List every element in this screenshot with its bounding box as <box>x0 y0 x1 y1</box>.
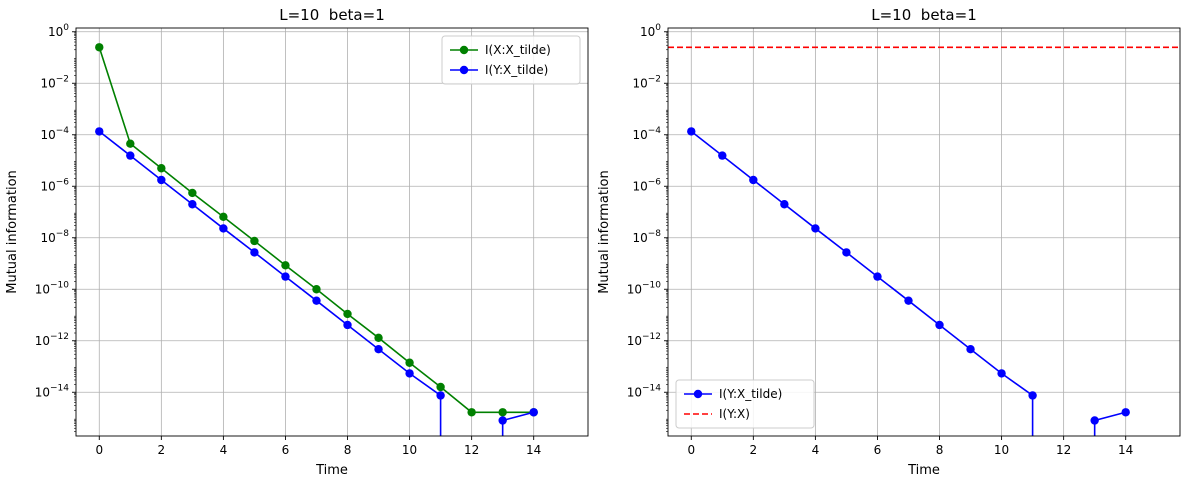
legend: I(Y:X_tilde) I(Y:X) <box>675 379 815 429</box>
data-point <box>436 382 445 392</box>
data-point <box>1121 408 1130 417</box>
x-tick-label: 10 <box>994 443 1009 457</box>
y-tick-label: 10−10 <box>35 280 70 296</box>
data-point <box>157 175 166 185</box>
grid-lines <box>76 28 588 436</box>
x-tick-label: 6 <box>874 443 882 457</box>
chart-title: L=10 beta=1 <box>871 6 976 24</box>
x-tick-label: 12 <box>1056 443 1071 457</box>
legend: I(X:X_tilde) I(Y:X_tilde) <box>441 35 581 85</box>
data-point <box>749 175 758 185</box>
data-point <box>405 358 414 367</box>
data-point <box>343 320 352 330</box>
plot-area <box>668 46 1180 436</box>
data-point <box>281 272 290 281</box>
x-tick-label: 8 <box>344 443 352 457</box>
plot-area <box>95 43 538 436</box>
data-point <box>374 344 383 354</box>
y-tick-label: 10−6 <box>40 177 69 193</box>
data-point <box>188 200 197 209</box>
data-point <box>374 333 383 343</box>
legend-marker <box>693 389 703 399</box>
x-tick-label: 2 <box>750 443 758 457</box>
legend-box <box>675 379 815 429</box>
x-tick-label: 14 <box>1118 443 1133 457</box>
legend-label: I(Y:X_tilde) <box>719 387 782 401</box>
data-point <box>95 43 104 52</box>
data-point <box>436 391 445 400</box>
x-tick-label: 4 <box>220 443 228 457</box>
x-tick-label: 2 <box>158 443 166 457</box>
x-tick-label: 12 <box>464 443 479 457</box>
legend-box <box>441 35 581 85</box>
legend-label: I(Y:X_tilde) <box>485 63 548 77</box>
y-tick-label: 100 <box>640 23 661 39</box>
y-tick-label: 10−14 <box>35 383 70 399</box>
y-tick-label: 10−8 <box>632 229 661 245</box>
data-point <box>250 236 259 246</box>
data-point <box>873 272 882 281</box>
y-tick-label: 10−4 <box>632 126 661 142</box>
legend-marker <box>459 65 469 75</box>
x-tick-label: 4 <box>812 443 820 457</box>
x-tick-label: 0 <box>95 443 103 457</box>
x-tick-label: 0 <box>687 443 695 457</box>
legend-label: I(X:X_tilde) <box>485 43 551 57</box>
y-tick-label: 10−6 <box>632 177 661 193</box>
data-point <box>281 261 290 270</box>
y-tick-label: 100 <box>48 23 69 39</box>
data-point <box>498 408 507 417</box>
data-point <box>312 285 321 294</box>
y-tick-label: 10−2 <box>40 74 69 90</box>
legend-marker <box>459 45 469 55</box>
y-tick-label: 10−12 <box>35 332 69 348</box>
chart-title: L=10 beta=1 <box>279 6 384 24</box>
y-tick-label: 10−4 <box>40 126 69 142</box>
data-point <box>343 309 352 319</box>
y-tick-label: 10−10 <box>627 280 662 296</box>
y-tick-label: 10−2 <box>632 74 661 90</box>
data-point <box>498 416 507 425</box>
x-tick-label: 10 <box>402 443 417 457</box>
data-point <box>935 320 944 330</box>
data-point <box>250 248 259 257</box>
data-point <box>904 296 913 305</box>
legend-label: I(Y:X) <box>719 407 750 421</box>
data-point <box>529 408 538 417</box>
y-tick-label: 10−12 <box>627 332 661 348</box>
data-point <box>467 408 476 417</box>
data-point <box>780 200 789 209</box>
data-point <box>157 164 166 173</box>
data-point <box>1090 416 1099 425</box>
data-point <box>219 212 228 222</box>
data-point <box>219 224 228 233</box>
x-axis-label: Time <box>907 463 940 478</box>
y-axis-label: Mutual information <box>597 170 612 294</box>
x-axis-label: Time <box>315 463 348 478</box>
y-axis-label: Mutual information <box>5 170 20 294</box>
data-point <box>126 139 135 148</box>
x-tick-label: 6 <box>282 443 290 457</box>
data-point <box>687 127 696 136</box>
data-point <box>312 296 321 305</box>
axes-frame <box>667 27 1181 437</box>
data-point <box>1028 391 1037 400</box>
data-point <box>997 369 1006 378</box>
axes-frame <box>75 27 589 437</box>
y-tick-label: 10−8 <box>40 229 69 245</box>
data-point <box>842 248 851 257</box>
data-point <box>811 224 820 233</box>
data-point <box>405 369 414 378</box>
right-chart: 0 2 4 6 8 10 12 14 100 10−2 10−4 10−6 10−8 10−10 10−12… <box>597 6 1181 478</box>
x-tick-label: 8 <box>936 443 944 457</box>
y-tick-label: 10−14 <box>627 383 662 399</box>
data-point <box>126 151 135 160</box>
data-point <box>95 127 104 136</box>
data-point <box>718 151 727 160</box>
x-tick-label: 14 <box>526 443 541 457</box>
data-point <box>188 188 197 198</box>
left-chart: 0 2 4 6 8 10 12 14 100 10−2 10−4 10−6 10−8 10−10 10−12… <box>5 6 589 478</box>
data-point <box>966 344 975 354</box>
